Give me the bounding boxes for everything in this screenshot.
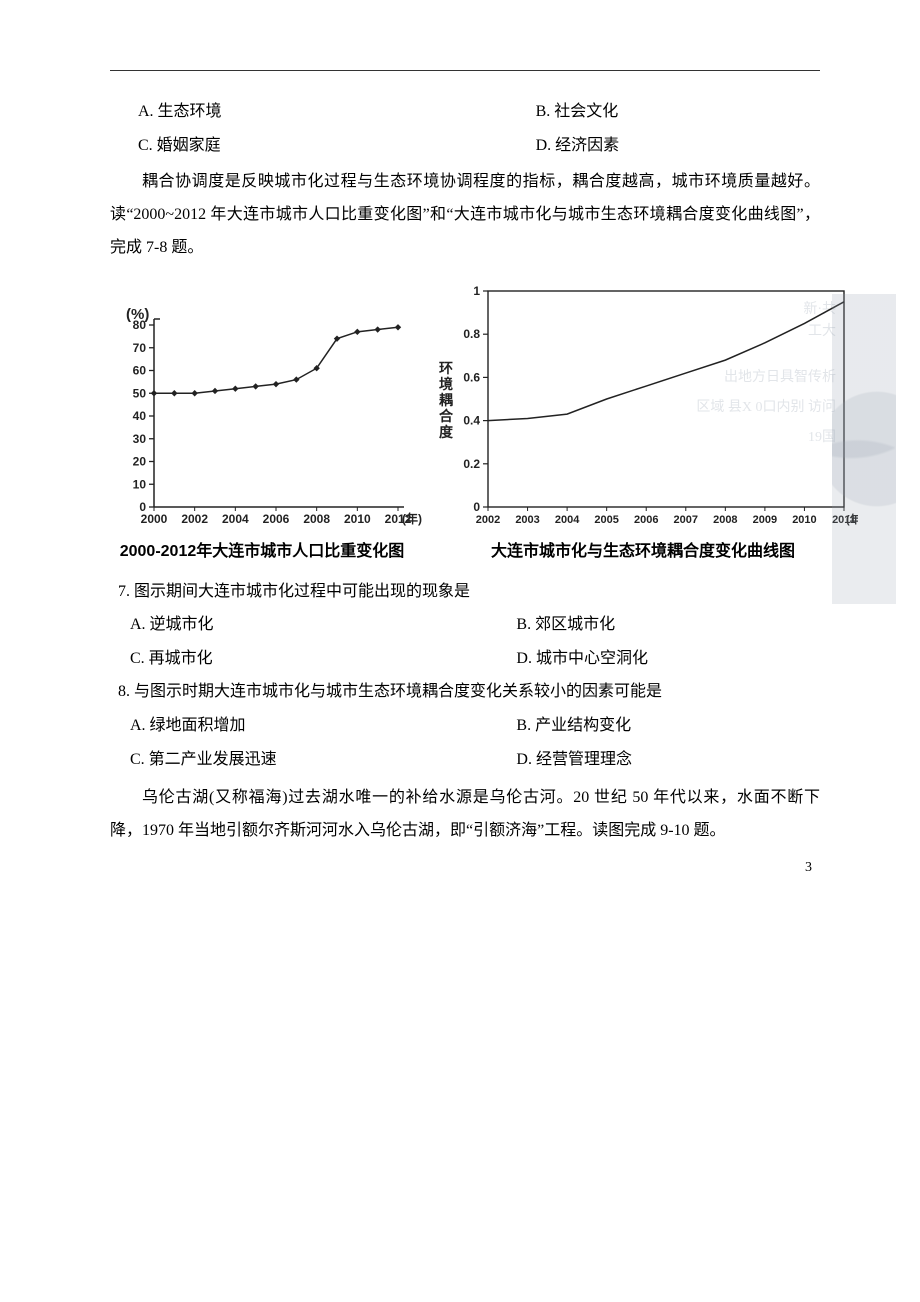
- q8-option-c: C. 第二产业发展迅速: [130, 743, 516, 777]
- q6-option-b: B. 社会文化: [536, 95, 820, 129]
- q7-option-a: A. 逆城市化: [130, 608, 516, 642]
- svg-text:0: 0: [473, 500, 480, 514]
- q7-option-b: B. 郊区城市化: [516, 608, 820, 642]
- svg-text:工大: 工大: [808, 323, 836, 339]
- svg-text:2008: 2008: [303, 512, 330, 526]
- q8-options: A. 绿地面积增加 B. 产业结构变化 C. 第二产业发展迅速 D. 经营管理理…: [110, 709, 820, 776]
- svg-text:环: 环: [439, 360, 453, 376]
- svg-text:10: 10: [133, 477, 147, 491]
- svg-text:2004: 2004: [222, 512, 249, 526]
- svg-text:0.6: 0.6: [463, 370, 480, 384]
- q6-option-d: D. 经济因素: [536, 129, 820, 163]
- svg-text:70: 70: [133, 340, 147, 354]
- svg-text:2002: 2002: [476, 514, 500, 526]
- svg-text:2000: 2000: [141, 512, 168, 526]
- svg-text:2002: 2002: [181, 512, 208, 526]
- q6-option-a: A. 生态环境: [110, 95, 536, 129]
- svg-text:2004: 2004: [555, 514, 580, 526]
- svg-text:2008: 2008: [713, 514, 737, 526]
- svg-text:2003: 2003: [515, 514, 539, 526]
- q6-option-row-1: A. 生态环境 B. 社会文化: [110, 95, 820, 129]
- svg-text:区域 县X 0口内别 访问: 区域 县X 0口内别 访问: [696, 399, 836, 415]
- svg-text:0.2: 0.2: [463, 456, 480, 470]
- svg-text:度: 度: [439, 424, 454, 440]
- top-rule: [110, 70, 820, 71]
- charts-container: (%)0102030405060708020002002200420062008…: [102, 275, 850, 561]
- svg-text:1: 1: [473, 284, 480, 298]
- q7-option-d: D. 城市中心空洞化: [516, 642, 820, 676]
- svg-text:60: 60: [133, 363, 147, 377]
- q6-option-row-2: C. 婚姻家庭 D. 经济因素: [110, 129, 820, 163]
- q8-option-d: D. 经营管理理念: [516, 743, 820, 777]
- q7-options: A. 逆城市化 B. 郊区城市化 C. 再城市化 D. 城市中心空洞化: [110, 608, 820, 675]
- svg-text:出地方日具智传析: 出地方日具智传析: [724, 369, 836, 385]
- svg-text:合: 合: [439, 408, 454, 424]
- chart-1-caption: 2000-2012年大连市城市人口比重变化图: [120, 537, 405, 561]
- svg-text:(年): (年): [402, 511, 422, 526]
- intro-9-10: 乌伦古湖(又称福海)过去湖水唯一的补给水源是乌伦古河。20 世纪 50 年代以来…: [110, 782, 820, 848]
- q7-stem: 7. 图示期间大连市城市化过程中可能出现的现象是: [110, 575, 820, 609]
- q8-stem: 8. 与图示时期大连市城市化与城市生态环境耦合度变化关系较小的因素可能是: [110, 675, 820, 709]
- q7-option-c: C. 再城市化: [130, 642, 516, 676]
- chart-2-box: 新·共工大出地方日具智传析区域 县X 0口内别 访问19国00.20.40.60…: [428, 275, 858, 561]
- q8-option-a: A. 绿地面积增加: [130, 709, 516, 743]
- svg-text:2010: 2010: [792, 514, 816, 526]
- svg-text:(年): (年): [846, 512, 858, 526]
- svg-text:50: 50: [133, 386, 147, 400]
- svg-text:2009: 2009: [753, 514, 777, 526]
- intro-7-8: 耦合协调度是反映城市化过程与生态环境协调程度的指标，耦合度越高，城市环境质量越好…: [110, 166, 820, 264]
- chart-1-box: (%)0102030405060708020002002200420062008…: [102, 303, 422, 561]
- chart-2: 新·共工大出地方日具智传析区域 县X 0口内别 访问19国00.20.40.60…: [428, 275, 858, 533]
- svg-text:2005: 2005: [594, 514, 618, 526]
- q6-option-c: C. 婚姻家庭: [110, 129, 536, 163]
- svg-text:2006: 2006: [634, 514, 658, 526]
- svg-text:2010: 2010: [344, 512, 371, 526]
- chart-2-caption: 大连市城市化与生态环境耦合度变化曲线图: [491, 537, 795, 561]
- svg-text:30: 30: [133, 431, 147, 445]
- q8-option-b: B. 产业结构变化: [516, 709, 820, 743]
- svg-text:80: 80: [133, 318, 147, 332]
- chart-1: (%)0102030405060708020002002200420062008…: [102, 303, 422, 533]
- svg-text:0.8: 0.8: [463, 327, 480, 341]
- page: A. 生态环境 B. 社会文化 C. 婚姻家庭 D. 经济因素 耦合协调度是反映…: [0, 0, 920, 898]
- svg-text:2006: 2006: [263, 512, 290, 526]
- svg-text:0.4: 0.4: [463, 413, 480, 427]
- svg-text:20: 20: [133, 454, 147, 468]
- svg-text:40: 40: [133, 409, 147, 423]
- svg-text:2007: 2007: [674, 514, 698, 526]
- page-number: 3: [805, 860, 812, 876]
- svg-text:19国: 19国: [808, 430, 836, 445]
- svg-text:境: 境: [439, 376, 453, 392]
- svg-text:耦: 耦: [439, 392, 453, 408]
